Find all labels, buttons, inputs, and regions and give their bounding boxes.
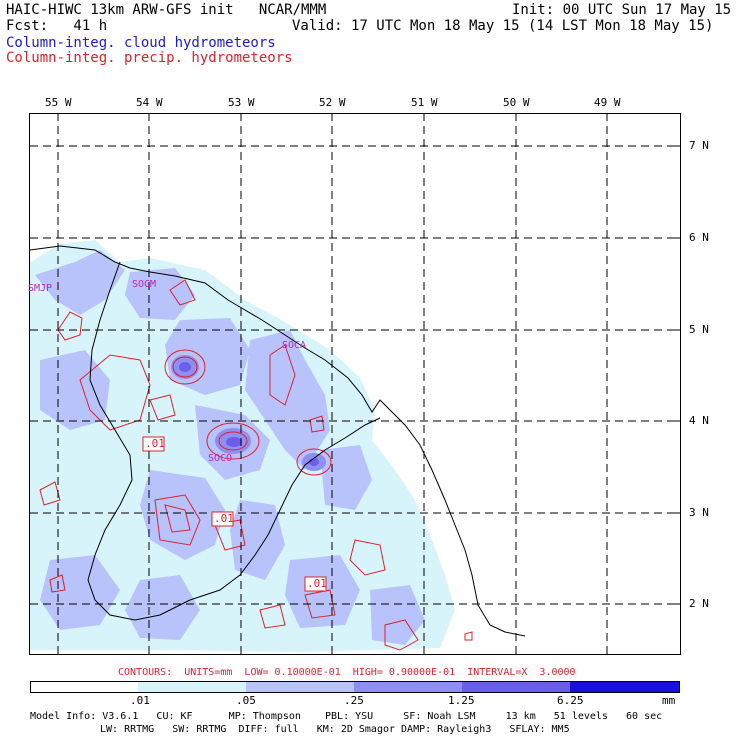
lat-label-2n: 2 N: [689, 597, 709, 610]
lat-label-6n: 6 N: [689, 231, 709, 244]
colorbar-tick-4: 1.25: [448, 694, 475, 707]
lat-label-4n: 4 N: [689, 414, 709, 427]
lat-lon-grid: [30, 113, 680, 655]
contours-info: CONTOURS: UNITS=mm LOW= 0.10000E-01 HIGH…: [118, 667, 576, 678]
colorbar-tick-2: .05: [236, 694, 256, 707]
lat-label-3n: 3 N: [689, 506, 709, 519]
cloud-field-label: Column-integ. cloud hydrometeors: [6, 35, 276, 51]
frame-ticks: [57, 113, 680, 605]
contour-label-1: .01: [145, 437, 165, 450]
lon-label-51w: 51 W: [411, 96, 438, 109]
colorbar-tick-5: 6.25: [557, 694, 584, 707]
cloud-shading-max: [179, 362, 319, 466]
station-soco: SOCO: [208, 453, 233, 464]
lat-label-7n: 7 N: [689, 139, 709, 152]
coastline: [29, 245, 526, 637]
precip-field-label: Column-integ. precip. hydrometeors: [6, 50, 293, 66]
colorbar-unit: mm: [662, 694, 676, 707]
colorbar-tick-1: .01: [130, 694, 150, 707]
model-info-line2: LW: RRTMG SW: RRTMG DIFF: full KM: 2D Sm…: [100, 724, 570, 735]
forecast-hour: Fcst: 41 h: [6, 18, 108, 34]
lon-label-53w: 53 W: [228, 96, 255, 109]
title-left: HAIC-HIWC 13km ARW-GFS init NCAR/MMM: [6, 2, 327, 18]
station-socm: SOCM: [132, 279, 157, 290]
lat-label-5n: 5 N: [689, 323, 709, 336]
lon-label-54w: 54 W: [136, 96, 163, 109]
station-soca: SOCA: [282, 340, 307, 351]
map-frame: [29, 113, 681, 655]
model-info-line1: Model Info: V3.6.1 CU: KF MP: Thompson P…: [30, 711, 663, 722]
contour-label-2: .01: [214, 512, 234, 525]
lon-label-50w: 50 W: [503, 96, 530, 109]
init-time: Init: 00 UTC Sun 17 May 15: [512, 2, 732, 18]
colorbar-tick-3: .25: [344, 694, 364, 707]
contour-label-boxes: [142, 436, 327, 592]
lon-label-49w: 49 W: [594, 96, 621, 109]
lon-label-55w: 55 W: [45, 96, 72, 109]
station-smjp: SMJP: [28, 283, 53, 294]
lon-label-52w: 52 W: [319, 96, 346, 109]
valid-time: Valid: 17 UTC Mon 18 May 15 (14 LST Mon …: [292, 18, 714, 34]
contour-label-3: .01: [307, 577, 327, 590]
